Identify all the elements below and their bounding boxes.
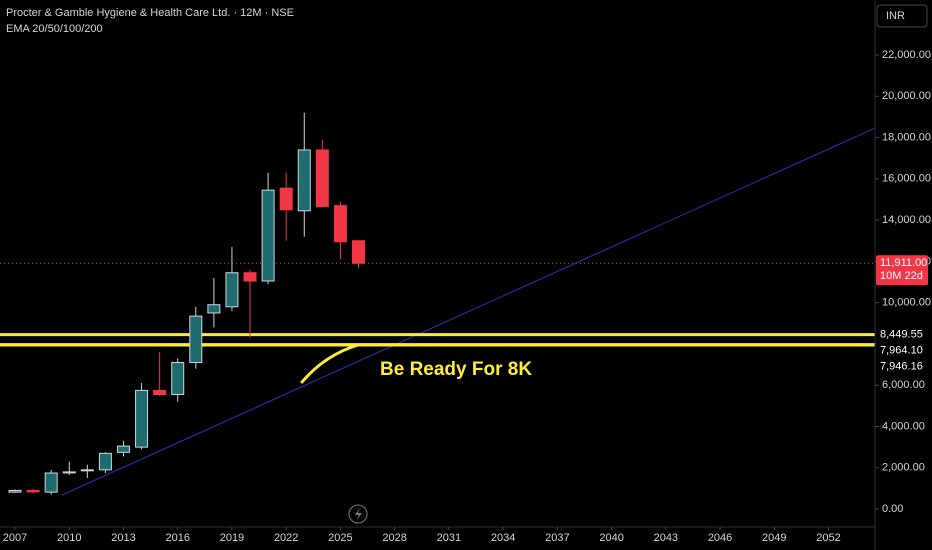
candle-body <box>153 389 167 396</box>
level-label: 7,946.16 <box>880 361 923 373</box>
y-tick-label: 6,000.00 <box>882 379 925 391</box>
level-label-box <box>876 326 928 343</box>
candle-body <box>207 304 221 314</box>
annotation: Be Ready For 8K <box>380 359 532 380</box>
indicator-label: EMA 20/50/100/200 <box>6 23 103 35</box>
x-tick-label: 2049 <box>762 532 786 544</box>
x-tick-label: 2010 <box>57 532 81 544</box>
level-label-box <box>876 342 928 359</box>
candle-body <box>171 362 185 396</box>
annotation-arrow <box>300 343 360 384</box>
x-tick-label: 2031 <box>437 532 461 544</box>
chart-title: Procter & Gamble Hygiene & Health Care L… <box>6 7 294 19</box>
last-price-box <box>876 255 928 286</box>
y-tick-label: 20,000.00 <box>882 90 931 102</box>
currency-box[interactable] <box>876 4 928 28</box>
candle-body <box>279 187 293 211</box>
x-tick-label: 2025 <box>328 532 352 544</box>
y-tick-label: 10,000.00 <box>882 297 931 309</box>
currency-label[interactable]: INR <box>886 10 905 22</box>
x-tick-label: 2013 <box>111 532 135 544</box>
y-tick-label: 16,000.00 <box>882 173 931 185</box>
candle-body <box>261 189 275 282</box>
lightning-icon[interactable] <box>355 508 362 521</box>
candle-body <box>135 389 149 448</box>
y-tick-label: 14,000.00 <box>882 214 931 226</box>
x-tick-label: 2022 <box>274 532 298 544</box>
x-tick-label: 2046 <box>708 532 732 544</box>
x-tick-label: 2028 <box>382 532 406 544</box>
y-tick-label: 2,000.00 <box>882 462 925 474</box>
x-tick-label: 2016 <box>165 532 189 544</box>
trendline <box>61 127 875 496</box>
candle-body <box>8 489 22 493</box>
candle-body <box>315 149 329 208</box>
candle-body <box>44 472 58 493</box>
candle-body <box>116 445 130 453</box>
candle-body <box>351 240 365 264</box>
y-tick-label: 4,000.00 <box>882 420 925 432</box>
level-label: 7,964.10 <box>880 345 923 357</box>
candle-body <box>98 452 112 471</box>
y-tick-label: 18,000.00 <box>882 131 931 143</box>
x-tick-label: 2052 <box>816 532 840 544</box>
level-label: 8,449.55 <box>880 329 923 341</box>
countdown-label: 10M 22d <box>880 270 923 282</box>
candle-body <box>333 205 347 243</box>
candle-body <box>225 272 239 308</box>
candle-body <box>189 315 203 364</box>
x-tick-label: 2019 <box>220 532 244 544</box>
y-tick-label: 22,000.00 <box>882 49 931 61</box>
x-tick-label: 2037 <box>545 532 569 544</box>
x-tick-label: 2007 <box>3 532 27 544</box>
candle-body <box>62 471 76 474</box>
last-price-label: 11,911.00 <box>880 257 927 269</box>
y-tick-label: 0.00 <box>882 503 903 515</box>
candle-body <box>26 489 40 493</box>
level-label-box <box>876 358 928 375</box>
candle-body <box>297 149 311 212</box>
x-tick-label: 2040 <box>599 532 623 544</box>
x-tick-label: 2043 <box>654 532 678 544</box>
plot-area <box>0 112 875 496</box>
candle-body <box>80 469 94 472</box>
x-tick-label: 2034 <box>491 532 515 544</box>
candle-body <box>243 272 257 282</box>
